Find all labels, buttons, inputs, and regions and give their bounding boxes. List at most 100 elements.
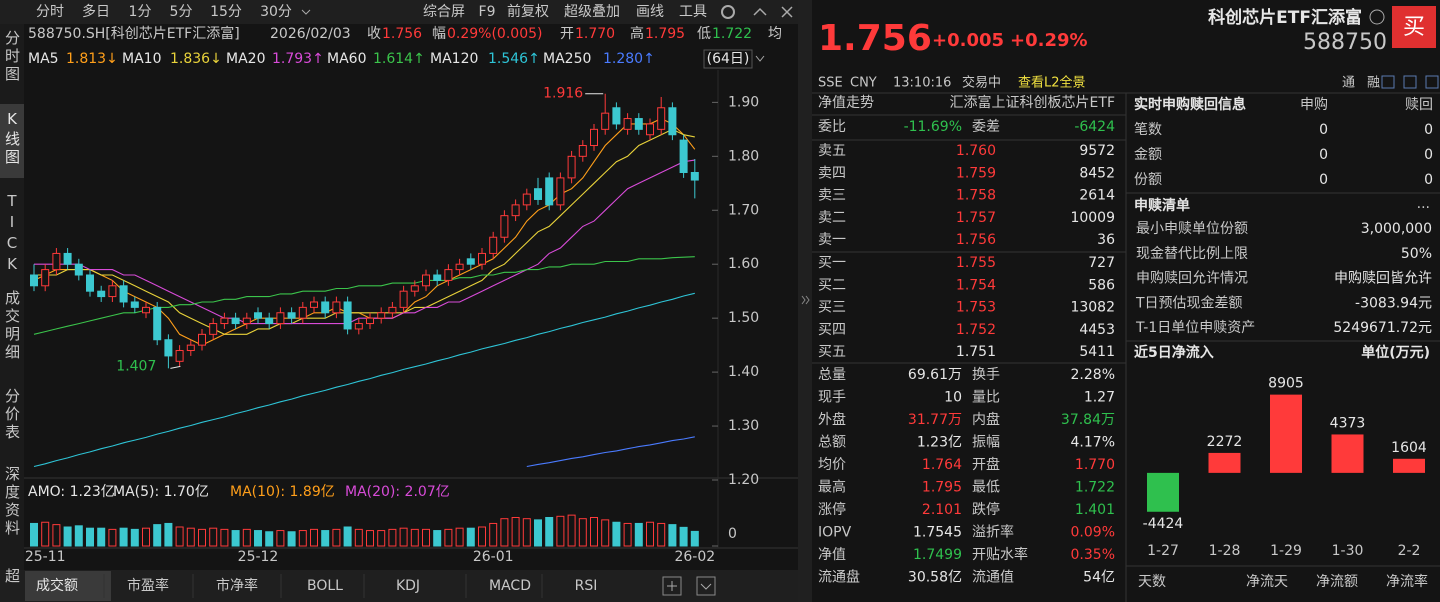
ma-legend-value: 1.793↑ [272, 51, 324, 67]
level-label: 买四 [818, 322, 846, 338]
stat-label: 净值 [818, 547, 846, 563]
row-value: 50% [1401, 246, 1432, 262]
tool-button[interactable]: 前复权 [507, 3, 549, 20]
ratio-value: -6424 [1074, 119, 1115, 135]
candle-body [534, 188, 542, 200]
panel-icon[interactable] [1425, 75, 1439, 89]
tool-button[interactable]: F9 [479, 4, 496, 20]
panel-icon[interactable] [1403, 75, 1417, 89]
footer-tab[interactable]: 净流天 [1246, 574, 1288, 590]
x-tick-label: 25-12 [238, 549, 279, 565]
indicator-tab[interactable]: 成交额 [36, 577, 78, 594]
candle-body [41, 269, 50, 287]
stat-value: 1.401 [1075, 502, 1115, 518]
period-tab[interactable]: 1分 [129, 4, 152, 20]
x-tick-label: 1-29 [1270, 543, 1302, 559]
info-label: 收 [367, 26, 381, 42]
flag: 通 [1342, 76, 1355, 91]
period-tab[interactable]: 30分 [260, 4, 292, 20]
column-header: 申购 [1300, 97, 1328, 113]
indicator-tab[interactable]: RSI [575, 578, 598, 594]
period-label: (64日) [707, 51, 750, 67]
level-label: 卖五 [818, 143, 846, 159]
indicator-tab[interactable]: BOLL [307, 578, 343, 594]
level-price: 1.751 [956, 344, 996, 360]
last-price: 1.756 [818, 18, 932, 59]
dropdown-icon[interactable] [696, 576, 716, 596]
volume-bar [198, 528, 206, 547]
ma-legend-value: 1.280↑ [603, 51, 655, 67]
status-text: CNY [850, 76, 877, 91]
more-button[interactable]: ... [1417, 196, 1430, 212]
stat-value: 1.7545 [913, 525, 962, 541]
period-tab[interactable]: 多日 [82, 3, 110, 20]
row-value: 3,000,000 [1361, 221, 1432, 237]
row-value: -3083.94元 [1355, 295, 1432, 311]
collapse-icon[interactable] [753, 7, 767, 16]
side-tab[interactable]: K线图 [3, 110, 21, 167]
y-tick-label: 1.90 [728, 94, 759, 110]
stat-label: 最低 [972, 480, 1000, 496]
info-icon[interactable] [1369, 9, 1385, 25]
y-tick-label: 1.20 [728, 472, 759, 488]
candle-body [153, 306, 162, 341]
indicator-tab[interactable]: 市净率 [216, 577, 258, 594]
candle-body [511, 204, 520, 217]
period-tab[interactable]: 5分 [170, 4, 193, 20]
row-label: 申购赎回允许情况 [1136, 270, 1248, 287]
side-tab[interactable]: 分时图 [3, 30, 21, 84]
footer-tab[interactable]: 净流额 [1316, 574, 1358, 590]
side-tab[interactable]: 深度资料 [3, 466, 21, 538]
symbol: 588750.SH[科创芯片ETF汇添富] [28, 25, 240, 42]
buy-button-label[interactable]: 买 [1403, 15, 1425, 40]
volume-bar [399, 527, 408, 547]
volume-bar [556, 515, 565, 547]
ma-line [33, 117, 696, 346]
indicator-tab[interactable]: MACD [489, 578, 531, 594]
volume-bar [242, 528, 251, 547]
tool-button[interactable]: 超级叠加 [564, 4, 620, 20]
period-tab[interactable]: 15分 [210, 4, 242, 20]
candle-body [186, 344, 195, 352]
tool-button[interactable]: 画线 [636, 4, 664, 20]
ratio-value: -11.69% [904, 119, 962, 135]
nav-tab[interactable]: 净值走势 [818, 95, 874, 111]
footer-tab[interactable]: 净流率 [1386, 573, 1428, 590]
flow-bar [1331, 434, 1364, 473]
candle-body [612, 107, 621, 125]
volume-bar [545, 517, 554, 547]
indicator-tab[interactable]: KDJ [396, 578, 420, 594]
flow-value-label: 4373 [1330, 415, 1366, 431]
candle-body [108, 285, 117, 298]
tool-button[interactable]: 综合屏 [423, 4, 465, 20]
buy-button[interactable] [1392, 6, 1436, 48]
flow-value-label: 1604 [1391, 440, 1427, 456]
volume-bar [634, 522, 643, 547]
settings-icon[interactable] [721, 5, 735, 19]
volume-bar [567, 514, 576, 547]
side-tab[interactable]: 分价表 [3, 388, 21, 442]
row-value: 0 [1424, 122, 1433, 138]
level-label: 买三 [818, 300, 846, 316]
panel-icon[interactable] [1381, 75, 1395, 89]
l2-link[interactable]: 查看L2全景 [1018, 75, 1086, 91]
period-tab[interactable]: 分时 [36, 4, 64, 20]
tool-button[interactable]: 工具 [679, 4, 707, 20]
side-tab[interactable]: TICK [3, 192, 21, 276]
flow-value-label: 2272 [1207, 434, 1243, 450]
stat-value: 37.84万 [1061, 412, 1115, 428]
stat-label: 溢折率 [972, 524, 1014, 541]
row-label: T-1日单位申赎资产 [1135, 319, 1255, 336]
level-price: 1.757 [956, 210, 996, 226]
collapse-icon [805, 295, 810, 305]
indicator-tab[interactable]: 市盈率 [127, 577, 169, 594]
side-tab[interactable]: 超 [3, 568, 21, 586]
volume-bar [130, 528, 139, 547]
volume-bar [466, 527, 475, 547]
volume-bar [646, 521, 654, 547]
side-tab[interactable]: 成交明细 [3, 290, 21, 362]
footer-tab[interactable]: 天数 [1138, 574, 1166, 590]
stat-label: 跌停 [972, 501, 1000, 518]
volume-bar [410, 528, 419, 547]
add-icon[interactable] [662, 576, 682, 596]
